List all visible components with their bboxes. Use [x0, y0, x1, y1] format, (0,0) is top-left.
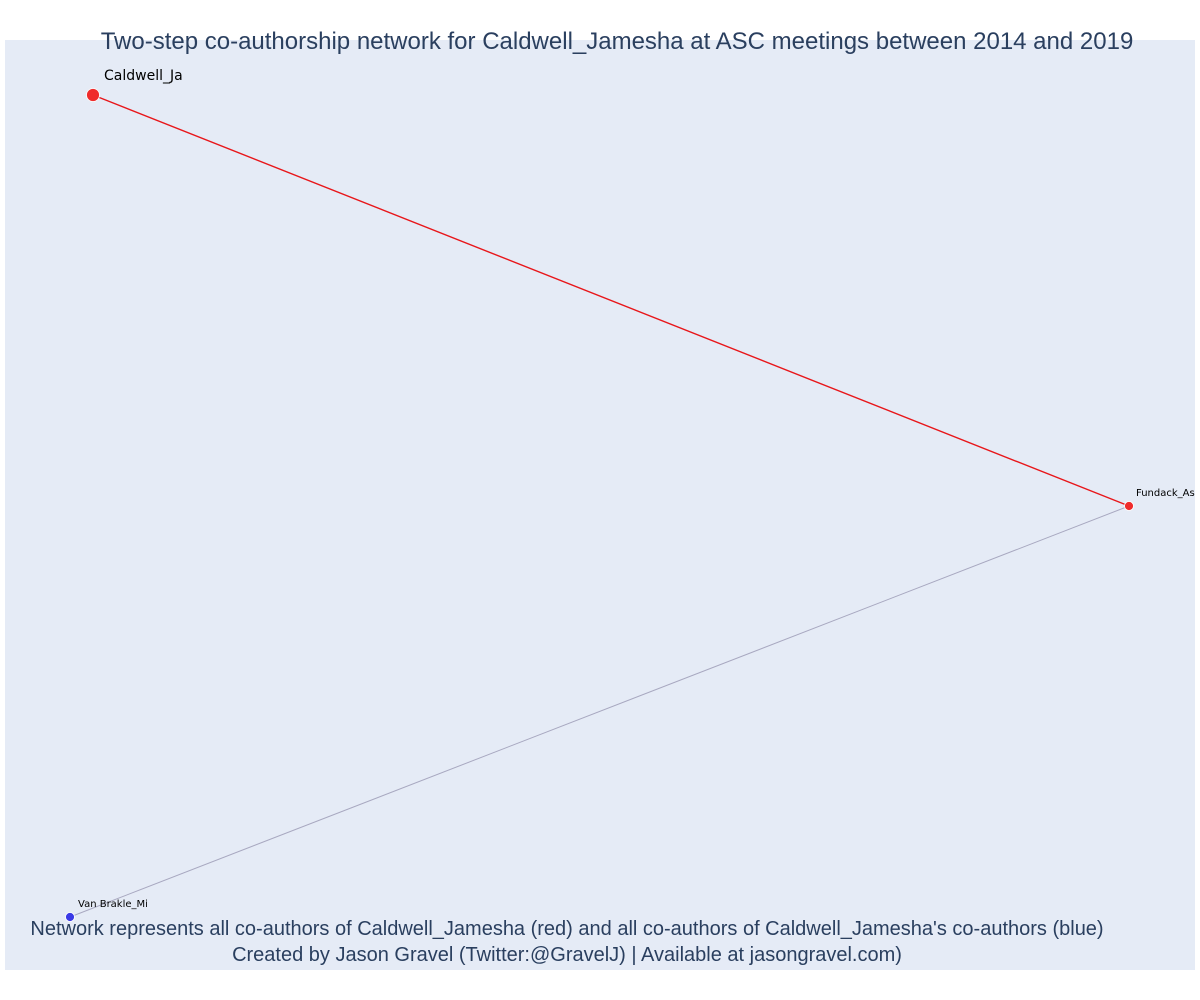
caption-credit: Created by Jason Gravel (Twitter:@Gravel…: [232, 944, 902, 966]
node-fundack[interactable]: [1124, 501, 1134, 511]
labels-layer: Caldwell_Ja Fundack_As Van Brakle_Mi: [78, 68, 1195, 910]
chart-title: Two-step co-authorship network for Caldw…: [100, 28, 1134, 55]
edge-fundack-vanbrakle: [69, 505, 1130, 918]
node-label-caldwell: Caldwell_Ja: [104, 68, 183, 84]
plot-area: [5, 40, 1195, 970]
node-label-fundack: Fundack_As: [1136, 488, 1195, 499]
caption-legend-note: Network represents all co-authors of Cal…: [30, 918, 1104, 940]
node-vanbrakle[interactable]: [65, 912, 75, 922]
node-caldwell[interactable]: [86, 88, 100, 102]
node-label-vanbrakle: Van Brakle_Mi: [78, 899, 148, 910]
nodes-layer: [65, 88, 1134, 922]
edge-caldwell-fundack: [92, 94, 1130, 507]
edges-layer: [69, 94, 1130, 918]
